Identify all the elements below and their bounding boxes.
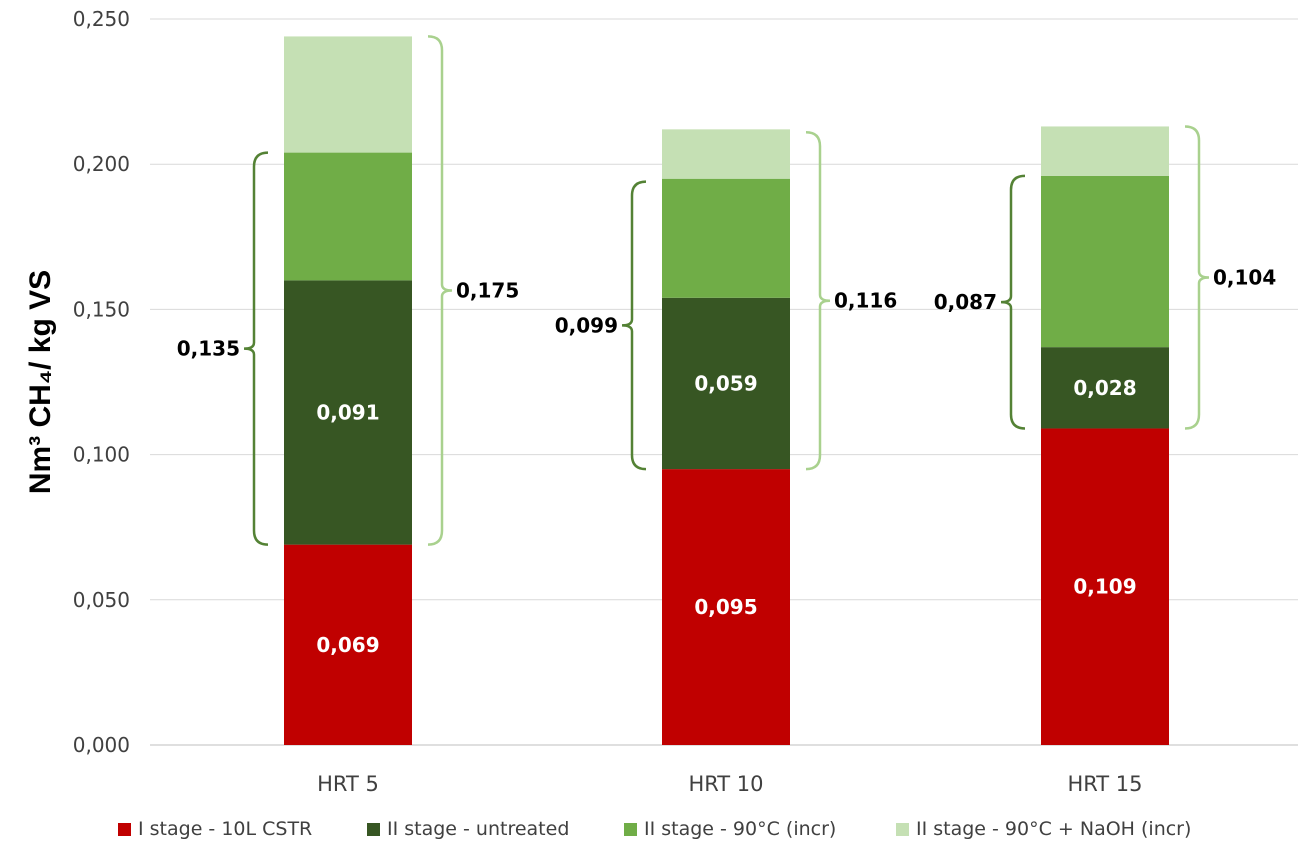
data-label: 0,109 [1073,575,1136,599]
bar-segment [1041,175,1169,348]
legend-label: II stage - 90°C (incr) [644,818,836,840]
bracket [1000,174,1026,430]
legend-swatch [624,823,637,836]
bracket-label: 0,116 [834,289,897,313]
legend-label: II stage - 90°C + NaOH (incr) [916,818,1191,840]
data-label: 0,028 [1073,376,1136,400]
y-tick-label: 0,050 [73,588,130,612]
legend: I stage - 10L CSTR II stage - untreated II… [118,818,1191,840]
bracket-label: 0,087 [934,290,997,314]
brackets: 0,135 0,175 0,099 0,116 0,087 0,104 [177,35,1276,546]
y-axis-ticks: 0,000 0,050 0,100 0,150 0,200 0,250 [73,7,130,757]
bracket-label: 0,099 [555,313,618,337]
bracket [621,180,647,471]
bracket-label: 0,135 [177,337,240,361]
data-label: 0,091 [316,400,379,424]
y-tick-label: 0,100 [73,443,130,467]
bracket-label: 0,175 [456,279,519,303]
bracket-label: 0,104 [1213,265,1276,289]
x-axis-categories: HRT 5 HRT 10 HRT 15 [317,772,1142,796]
bracket [1184,125,1210,430]
bracket [243,151,269,546]
legend-swatch [367,823,380,836]
legend-swatch [896,823,909,836]
bar-segment [1041,428,1169,745]
x-tick-label: HRT 5 [317,772,379,796]
bar-segment [662,129,790,179]
legend-label: I stage - 10L CSTR [138,818,312,840]
x-tick-label: HRT 10 [688,772,763,796]
bracket [427,35,453,546]
data-label: 0,095 [694,595,757,619]
y-tick-label: 0,000 [73,733,130,757]
data-label: 0,069 [316,633,379,657]
legend-label: II stage - untreated [387,818,569,840]
bracket [805,131,831,471]
y-tick-label: 0,250 [73,7,130,31]
bar-segment [284,152,412,281]
bar-segment [662,297,790,470]
bar-segment [1041,126,1169,176]
bar-segment [284,280,412,545]
bar-segment [284,544,412,745]
bar-segment [662,469,790,745]
legend-swatch [118,823,131,836]
bar-segment [1041,347,1169,429]
y-tick-label: 0,150 [73,297,130,321]
bar-segment [662,178,790,298]
y-tick-label: 0,200 [73,152,130,176]
data-label: 0,059 [694,371,757,395]
y-axis-label: Nm³ CH₄/ kg VS [24,270,57,494]
x-tick-label: HRT 15 [1067,772,1142,796]
bar-segment [284,36,412,153]
bars: 0,069 0,091 0,095 0,059 0,109 0,028 [284,36,1169,745]
